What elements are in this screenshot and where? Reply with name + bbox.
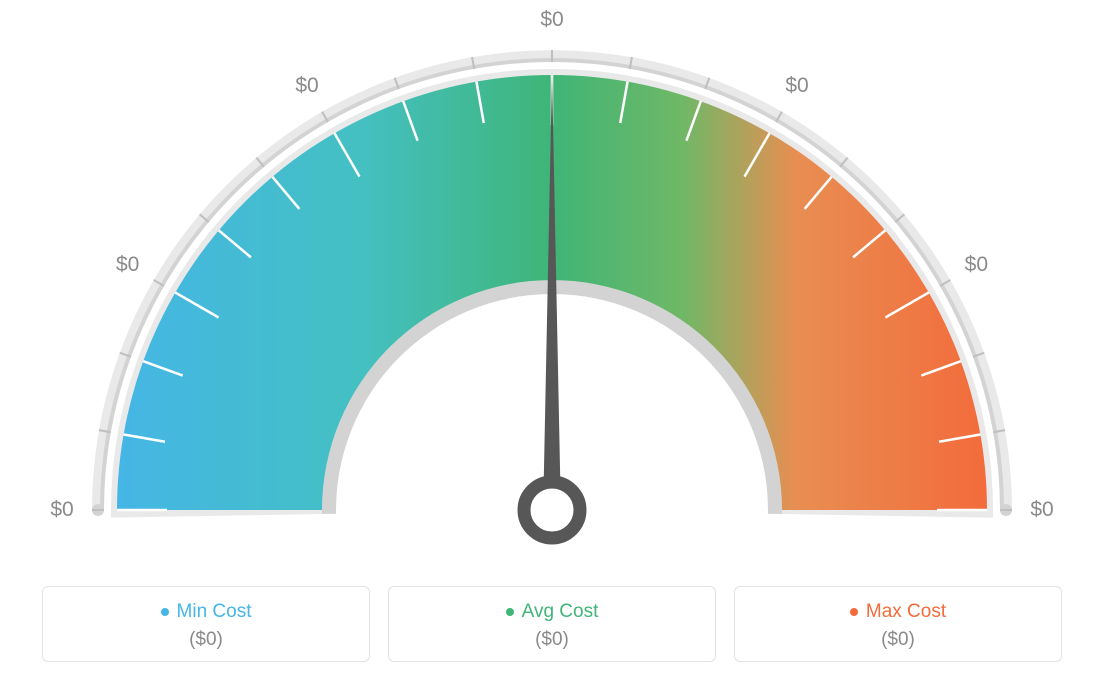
legend-value-max: ($0) xyxy=(745,629,1051,651)
legend-dot-max xyxy=(850,608,858,616)
legend-card-min: Min Cost ($0) xyxy=(42,586,370,662)
cost-gauge-chart: $0 $0 $0 $0 $0 $0 $0 Min Cost ($0) Avg Cost ($… xyxy=(0,0,1104,690)
gauge-area: $0 $0 $0 $0 $0 $0 $0 xyxy=(0,0,1104,560)
legend-title-min: Min Cost xyxy=(161,601,252,623)
gauge-tick-label: $0 xyxy=(295,74,318,98)
gauge-tick-label: $0 xyxy=(540,8,563,32)
legend-value-min: ($0) xyxy=(53,629,359,651)
legend-value-avg: ($0) xyxy=(399,629,705,651)
legend-dot-min xyxy=(161,608,169,616)
legend-label-max: Max Cost xyxy=(866,601,946,623)
legend-title-avg: Avg Cost xyxy=(506,601,599,623)
gauge-tick-label: $0 xyxy=(785,74,808,98)
legend-title-max: Max Cost xyxy=(850,601,946,623)
gauge-tick-label: $0 xyxy=(1030,498,1053,522)
legend-dot-avg xyxy=(506,608,514,616)
legend-label-avg: Avg Cost xyxy=(522,601,599,623)
gauge-tick-label: $0 xyxy=(50,498,73,522)
legend-card-max: Max Cost ($0) xyxy=(734,586,1062,662)
gauge-tick-label: $0 xyxy=(116,253,139,277)
legend-card-avg: Avg Cost ($0) xyxy=(388,586,716,662)
gauge-tick-label: $0 xyxy=(965,253,988,277)
gauge-svg xyxy=(0,0,1104,560)
legend-label-min: Min Cost xyxy=(177,601,252,623)
legend-row: Min Cost ($0) Avg Cost ($0) Max Cost ($0… xyxy=(0,586,1104,662)
